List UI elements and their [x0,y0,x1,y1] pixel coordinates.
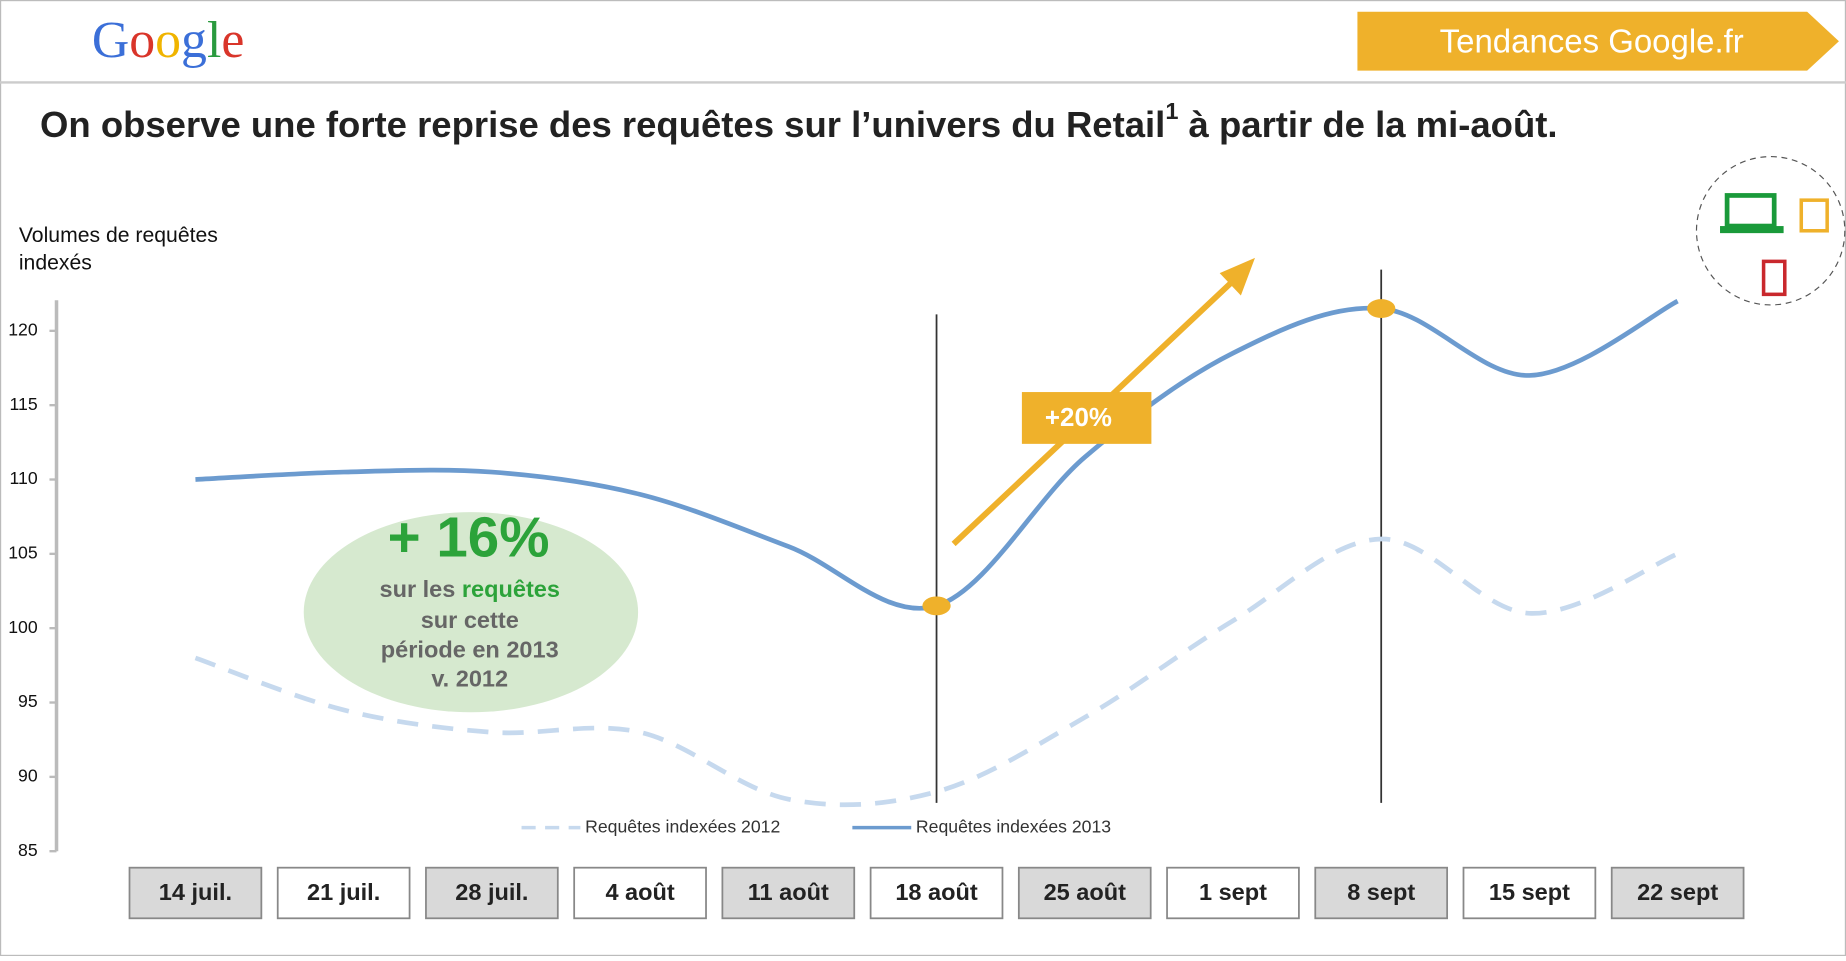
x-tick-label: 1 sept [1199,879,1267,905]
laptop-icon [1724,193,1777,229]
bubble-line: sur les requêtes [379,576,560,602]
highlight-dot [922,596,951,616]
title-sup: 1 [1165,98,1178,124]
x-tick-label: 28 juil. [455,879,528,905]
bubble-highlight: requêtes [462,576,560,602]
x-tick-label: 11 août [748,879,829,905]
y-tick-label: 85 [18,840,38,860]
y-tick-label: 90 [18,766,38,786]
bubble [303,512,639,713]
logo-letter: o [155,12,181,69]
laptop-base [1720,226,1784,234]
y-tick-label: 95 [18,691,38,711]
y-tick-label: 100 [8,617,38,637]
series-line [194,536,1679,808]
category-box [425,866,559,920]
bubble-line: v. 2012 [431,666,508,692]
x-tick-label: 18 août [895,879,978,905]
x-tick-label: 4 août [605,879,674,905]
bubble-line: sur cette [421,607,519,633]
banner-text: Tendances Google.fr [1440,22,1744,59]
bubble-line: période en 2013 [381,636,559,662]
bubble-big: + 16% [388,505,550,568]
logo-letter: o [129,12,155,69]
logo-letter: G [92,12,129,69]
logo-letter: l [207,12,221,69]
bubble-text: sur les [379,576,461,602]
y-tick-label: 115 [10,394,38,414]
category-box [1314,866,1449,920]
x-tick-label: 15 sept [1489,879,1570,905]
y-tick-label: 120 [8,319,38,339]
category-box [128,866,263,920]
y-tick-label: 105 [8,543,38,563]
category-box [721,866,856,920]
arrow-label: +20% [1045,404,1112,432]
title-end: à partir de la mi-août. [1178,104,1557,145]
y-label: Volumes de requêtes [19,224,218,247]
chart-title: On observe une forte reprise des requête… [40,98,1558,145]
title-main: On observe une forte reprise des requête… [40,104,1165,145]
category-box [276,866,411,920]
legend-label: Requêtes indexées 2012 [585,816,780,836]
phone-icon [1761,259,1787,297]
category-box [1462,866,1597,920]
x-tick-label: 8 sept [1347,879,1415,905]
category-box [1166,866,1300,920]
arrow-label-box [1021,392,1152,444]
device-circle [1695,156,1846,306]
category-box [573,866,707,920]
x-tick-label: 22 sept [1637,879,1718,905]
category-box [869,866,1004,920]
legend-label: Requêtes indexées 2013 [916,816,1111,836]
logo-letter: e [221,12,244,69]
logo: Google [92,12,245,69]
y-tick-label: 110 [10,468,38,488]
x-tick-label: 21 juil. [307,879,380,905]
tablet-icon [1799,198,1829,233]
x-tick-label: 14 juil. [159,879,232,905]
arrow-head [1219,257,1255,296]
y-label: indexés [19,251,92,274]
highlight-dot [1367,299,1396,318]
logo-letter: g [181,12,207,69]
category-box [1610,866,1745,920]
banner [1357,11,1839,71]
x-tick-label: 25 août [1044,879,1127,905]
category-box [1017,866,1152,920]
